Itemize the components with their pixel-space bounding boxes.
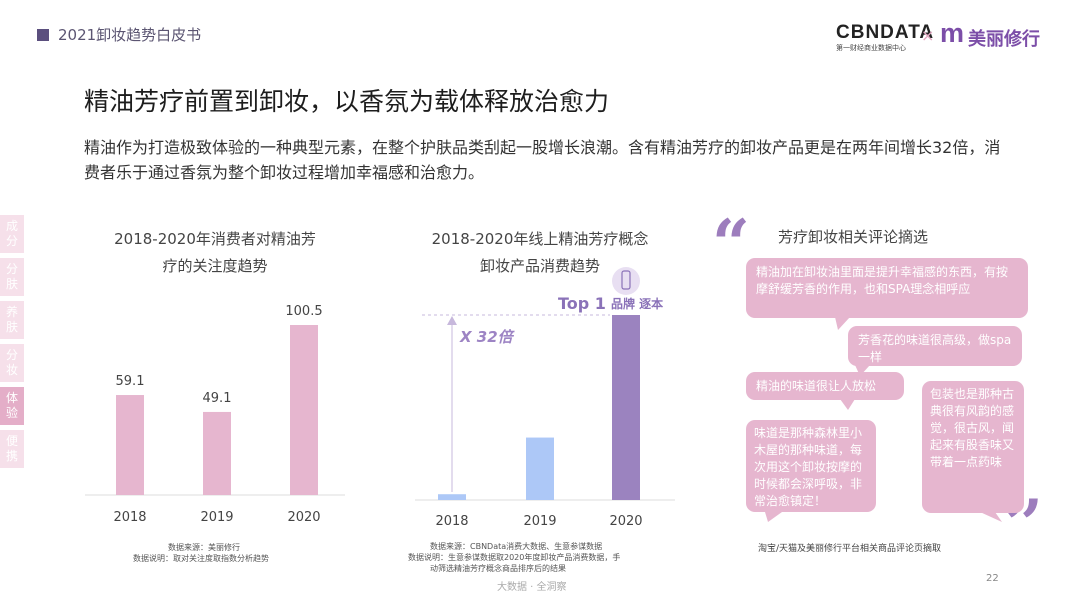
chart2-growth-arrow-head: [447, 316, 457, 325]
chart2-tick-label: 2019: [523, 514, 556, 529]
chart1-bar: [203, 411, 231, 495]
chart2-bar: [438, 494, 466, 500]
side-tab-3[interactable]: 分 妆: [0, 344, 24, 382]
chart2-brand-label: 品牌 逐本: [611, 296, 663, 311]
side-tab-4[interactable]: 体 验: [0, 387, 24, 425]
chart1-data-label: 59.1: [116, 374, 145, 389]
chart1-note-line: 数据说明：取对关注度取指数分析趋势: [133, 554, 269, 563]
meili-logo-text: 美丽修行: [968, 29, 1040, 50]
side-tab-2[interactable]: 养 肤: [0, 301, 24, 339]
chart2-tick-label: 2018: [435, 514, 468, 529]
chart1-svg: 59.1 2018 49.1 2019 100.5 2020: [85, 304, 345, 525]
page-number: 22: [986, 573, 999, 584]
chart1-bar: [290, 325, 318, 495]
intro-paragraph: 精油作为打造极致体验的一种典型元素，在整个护肤品类刮起一股增长浪潮。含有精油芳疗…: [84, 138, 1001, 182]
chart1-tick-label: 2018: [113, 510, 146, 525]
chart2-growth-label: X 32倍: [459, 328, 516, 346]
cbndata-logo: CBNDATA: [836, 22, 935, 43]
side-tab-0[interactable]: 成 分: [0, 215, 24, 253]
bottle-icon: [621, 270, 631, 290]
chart1-data-label: 100.5: [285, 304, 322, 319]
logo-separator: ×: [921, 26, 935, 45]
report-title: 2021卸妆趋势白皮书: [58, 26, 202, 44]
page-title: 精油芳疗前置到卸妆，以香氛为载体释放治愈力: [84, 87, 610, 116]
review-bubble-5: 包装也是那种古典很有风韵的感觉，很古风，闻起来有股香味又带着一点药味: [922, 381, 1024, 513]
chart1-title-line2: 疗的关注度趋势: [162, 257, 268, 275]
bubble-tails: [765, 317, 1002, 522]
chart1-data-label: 49.1: [203, 391, 232, 406]
chart2-bar: [526, 437, 554, 500]
section-tabs: 成 分分 肤养 肤分 妆体 验便 携: [0, 215, 28, 473]
chart2-top-label: Top 1: [558, 294, 606, 313]
side-tab-1[interactable]: 分 肤: [0, 258, 24, 296]
bottle-icon-bg: [612, 267, 640, 295]
review-bubble-1: 精油加在卸妆油里面是提升幸福感的东西，有按摩舒缓芳香的作用，也和SPA理念相呼应: [746, 258, 1028, 318]
chart2-bar: [612, 315, 640, 500]
chart2-source: 数据来源：CBNData消费大数据、生意参谋数据 数据说明：生意参谋数据取202…: [408, 541, 678, 574]
header-marker: [37, 29, 49, 41]
reviews-source: 淘宝/天猫及美丽修行平台相关商品评论页摘取: [758, 544, 942, 554]
chart1-tick-label: 2020: [287, 510, 320, 525]
chart1-title-line1: 2018-2020年消费者对精油芳: [114, 230, 316, 248]
chart1-title: 2018-2020年消费者对精油芳 疗的关注度趋势: [95, 226, 335, 280]
chart2-source-line2: 数据说明：生意参谋数据取2020年度卸妆产品消费数据，手: [408, 553, 621, 562]
meili-logo-icon: m: [940, 18, 965, 48]
chart1-tick-label: 2019: [200, 510, 233, 525]
chart1-note: 数据说明：取对关注度取指数分析趋势: [133, 553, 269, 564]
chart2-svg: 2018 2019 2020 X 32倍 Top 1 品牌 逐本: [415, 267, 675, 529]
cbndata-logo-subtitle: 第一财经商业数据中心: [836, 44, 906, 52]
chart2-title-line1: 2018-2020年线上精油芳疗概念: [431, 230, 649, 248]
footer-slogan: 大数据 · 全洞察: [497, 582, 567, 593]
open-quote-icon: “: [712, 205, 750, 283]
chart2-title-line2: 卸妆产品消费趋势: [479, 257, 600, 275]
chart2-source-line1: 数据来源：CBNData消费大数据、生意参谋数据: [430, 542, 603, 551]
reviews-title: 芳疗卸妆相关评论摘选: [778, 228, 929, 246]
review-bubble-4: 味道是那种森林里小木屋的那种味道，每次用这个卸妆按摩的时候都会深呼吸，非常治愈镇…: [746, 420, 876, 512]
chart1-source-line1: 数据来源：美丽修行: [168, 543, 240, 552]
review-bubble-2: 芳香花的味道很高级，做spa一样: [848, 326, 1022, 366]
chart2-source-line3: 动筛选精油芳疗概念商品排序后的结果: [430, 564, 566, 573]
chart2-title: 2018-2020年线上精油芳疗概念 卸妆产品消费趋势: [415, 226, 665, 280]
chart1-source: 数据来源：美丽修行: [168, 542, 240, 553]
review-bubble-3: 精油的味道很让人放松: [746, 372, 904, 400]
side-tab-5[interactable]: 便 携: [0, 430, 24, 468]
chart2-tick-label: 2020: [609, 514, 642, 529]
chart1-bar: [116, 395, 144, 495]
